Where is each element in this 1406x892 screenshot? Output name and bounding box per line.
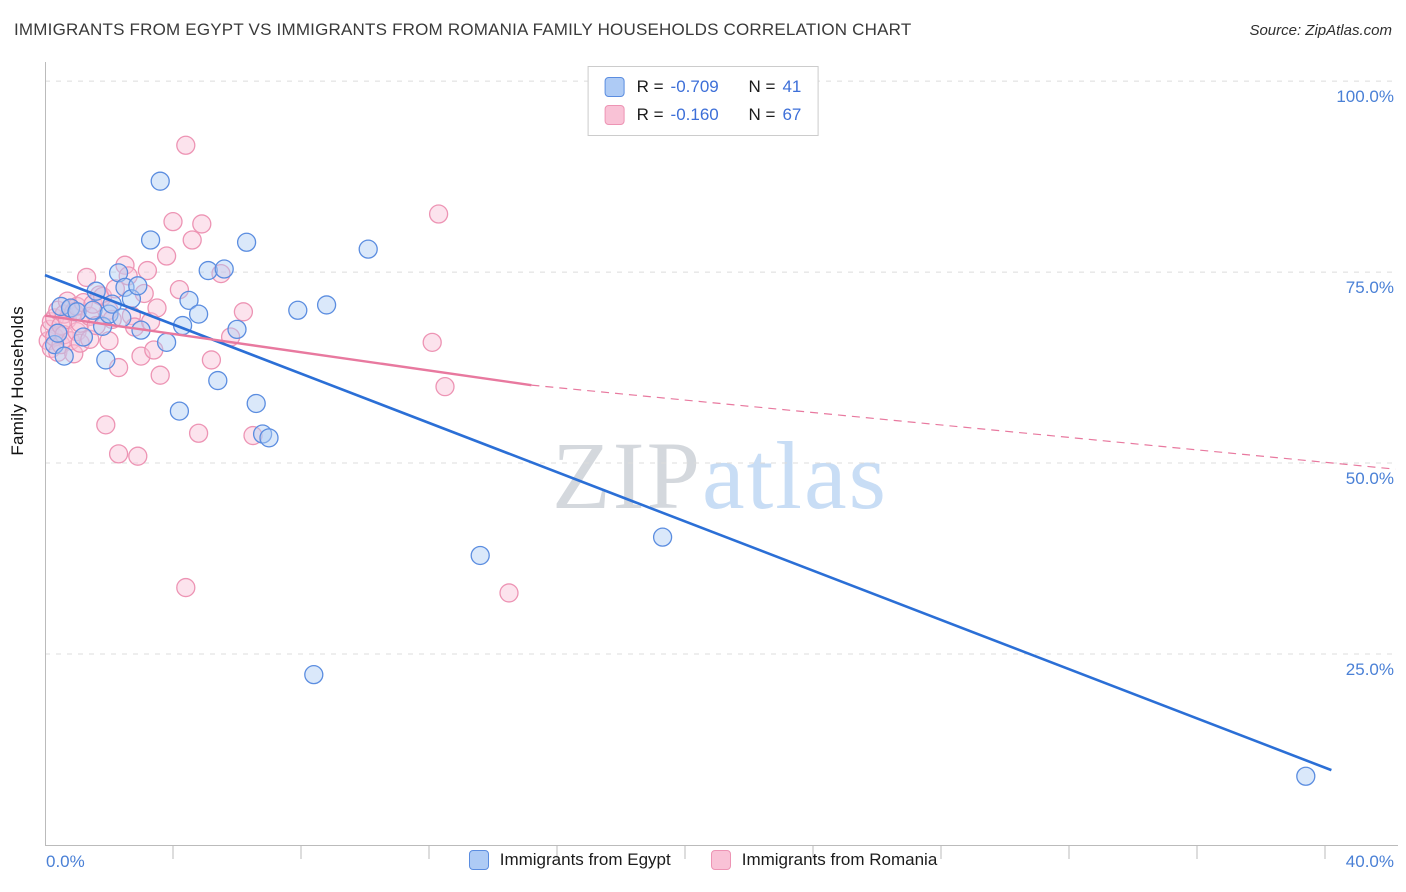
point-romania[interactable] <box>156 246 177 266</box>
point-egypt[interactable] <box>652 527 673 547</box>
watermark-zip: ZIP <box>552 422 702 529</box>
point-romania[interactable] <box>115 255 135 275</box>
point-romania[interactable] <box>105 279 126 299</box>
point-egypt[interactable] <box>140 230 161 250</box>
point-egypt[interactable] <box>304 665 324 685</box>
point-egypt[interactable] <box>227 319 247 340</box>
point-romania[interactable] <box>147 298 167 318</box>
point-romania[interactable] <box>428 204 449 224</box>
point-egypt[interactable] <box>246 393 266 414</box>
romania-n-label: N = <box>748 105 776 124</box>
point-egypt[interactable] <box>470 545 490 566</box>
watermark-atlas: atlas <box>702 422 888 529</box>
point-romania[interactable] <box>76 267 97 288</box>
zipatlas-watermark: ZIPatlas <box>552 420 888 531</box>
point-romania[interactable] <box>188 423 209 443</box>
y-tick-label-100: 100.0% <box>1336 87 1394 106</box>
point-romania[interactable] <box>176 135 196 155</box>
point-romania[interactable] <box>499 583 519 603</box>
point-egypt[interactable] <box>236 232 257 252</box>
point-egypt[interactable] <box>73 327 94 347</box>
y-tick-label-50: 50.0% <box>1345 469 1394 488</box>
source-attribution: Source: ZipAtlas.com <box>1249 22 1392 39</box>
romania-swatch <box>604 105 625 125</box>
romania-n-value: 67 <box>782 105 802 124</box>
point-egypt[interactable] <box>48 323 68 343</box>
point-egypt[interactable] <box>112 308 132 328</box>
series-legend: Immigrants from Egypt Immigrants from Ro… <box>0 850 1406 870</box>
point-romania[interactable] <box>150 365 170 385</box>
point-romania[interactable] <box>201 350 222 370</box>
series-legend-romania: Immigrants from Romania <box>710 850 938 870</box>
y-tick-label-25: 25.0% <box>1345 660 1394 679</box>
y-axis-title: Family Households <box>8 306 27 456</box>
point-egypt[interactable] <box>96 350 116 370</box>
romania-r-value: -0.160 <box>670 105 719 124</box>
point-romania[interactable] <box>108 444 129 464</box>
point-romania[interactable] <box>137 260 158 281</box>
egypt-legend-label: Immigrants from Egypt <box>499 850 671 869</box>
point-egypt[interactable] <box>83 300 103 320</box>
egypt-r-label: R = <box>636 77 664 96</box>
page-title: IMMIGRANTS FROM EGYPT VS IMMIGRANTS FROM… <box>14 20 912 39</box>
point-romania[interactable] <box>233 302 254 322</box>
point-egypt[interactable] <box>169 401 190 421</box>
point-romania[interactable] <box>182 230 202 250</box>
point-egypt[interactable] <box>288 300 308 320</box>
egypt-trendline <box>44 273 1332 772</box>
series-legend-egypt: Immigrants from Egypt <box>468 850 671 870</box>
legend-row-egypt: R = -0.709 N = 41 <box>604 77 802 97</box>
point-egypt[interactable] <box>198 260 218 281</box>
romania-trendline-solid <box>44 314 532 387</box>
legend-row-romania: R = -0.160 N = 67 <box>604 105 802 125</box>
correlation-legend: R = -0.709 N = 41 R = -0.160 N = 67 <box>587 66 819 136</box>
romania-legend-swatch <box>710 850 731 870</box>
point-egypt[interactable] <box>188 304 209 324</box>
point-egypt[interactable] <box>54 346 74 366</box>
point-egypt[interactable] <box>208 370 228 391</box>
egypt-r-value: -0.709 <box>670 77 719 96</box>
point-romania[interactable] <box>422 332 442 353</box>
point-romania[interactable] <box>192 214 212 234</box>
x-min-label: 0.0% <box>46 852 85 871</box>
romania-legend-label: Immigrants from Romania <box>741 850 938 869</box>
romania-r-label: R = <box>636 105 664 124</box>
point-egypt[interactable] <box>156 332 177 353</box>
egypt-legend-swatch <box>468 850 489 870</box>
point-egypt[interactable] <box>150 171 170 191</box>
y-tick-label-75: 75.0% <box>1345 278 1394 297</box>
point-romania[interactable] <box>176 577 196 598</box>
point-romania[interactable] <box>163 212 183 232</box>
point-romania[interactable] <box>128 446 148 466</box>
egypt-n-label: N = <box>748 77 776 96</box>
point-egypt[interactable] <box>214 259 234 279</box>
point-romania[interactable] <box>435 377 455 397</box>
point-romania[interactable] <box>243 425 263 446</box>
point-egypt[interactable] <box>259 428 279 448</box>
egypt-n-value: 41 <box>782 77 802 96</box>
point-romania[interactable] <box>96 415 116 435</box>
point-egypt[interactable] <box>179 290 199 310</box>
point-romania[interactable] <box>169 279 190 300</box>
x-max-label: 40.0% <box>1345 852 1394 871</box>
point-egypt[interactable] <box>128 276 148 296</box>
point-egypt[interactable] <box>1296 766 1316 786</box>
point-egypt[interactable] <box>358 239 378 259</box>
romania-trendline-dashed <box>531 384 1396 470</box>
egypt-swatch <box>604 77 625 97</box>
point-egypt[interactable] <box>316 295 337 315</box>
point-romania[interactable] <box>134 283 154 304</box>
